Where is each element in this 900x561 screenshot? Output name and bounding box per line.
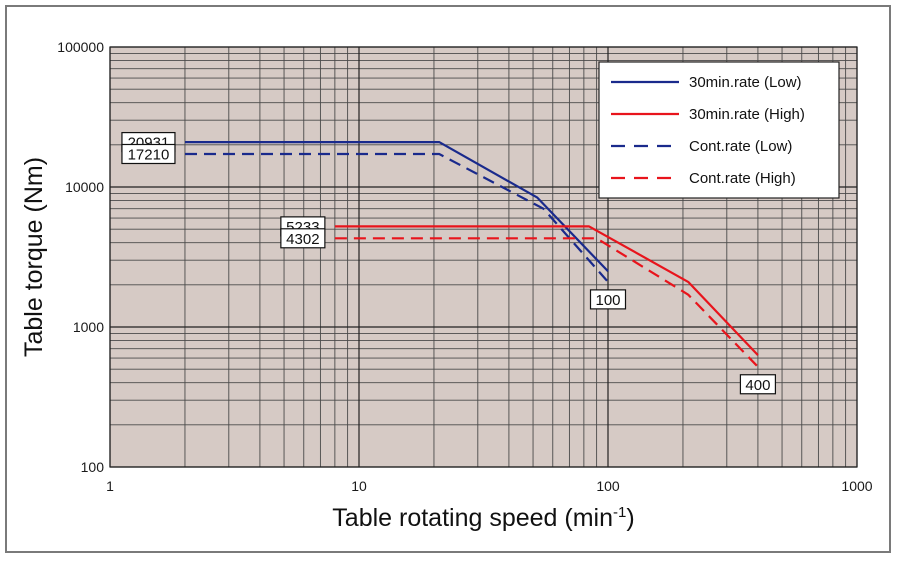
series-line-1	[185, 141, 609, 273]
legend-label: 30min.rate (High)	[689, 106, 805, 123]
series-line-4	[334, 237, 759, 368]
y-tick-labels: 100 1000 10000 100000	[57, 39, 104, 475]
x-axis-title-suffix: )	[626, 504, 634, 532]
y-tick-label: 100000	[57, 39, 104, 55]
legend-label: Cont.rate (Low)	[689, 138, 792, 155]
plot-border	[109, 46, 858, 468]
legend-item: 30min.rate (High)	[611, 106, 805, 123]
series-lines	[185, 141, 759, 368]
value-callout: 100	[589, 289, 627, 310]
value-callout: 17210	[121, 143, 176, 165]
legend-item: Cont.rate (High)	[611, 170, 796, 187]
series-line-2	[334, 225, 759, 356]
legend-label: 30min.rate (Low)	[689, 74, 802, 91]
x-tick-label: 100	[596, 478, 620, 494]
value-callout: 400	[739, 374, 777, 395]
y-tick-label: 1000	[73, 319, 104, 335]
y-axis-title: Table torque (Nm)	[20, 157, 48, 357]
value-callout-label: 4302	[286, 231, 319, 248]
x-axis-title-superscript: -1	[613, 504, 626, 521]
value-callout-box	[280, 228, 326, 249]
x-tick-labels: 1 10 100 1000	[106, 478, 873, 494]
x-tick-label: 1	[106, 478, 114, 494]
y-tick-label: 100	[81, 459, 105, 475]
minor-gridlines	[110, 47, 857, 467]
x-axis-title-main: Table rotating speed (min	[332, 504, 613, 532]
legend: 30min.rate (Low) 30min.rate (High) Cont.ra…	[598, 61, 840, 199]
x-tick-label: 1000	[841, 478, 872, 494]
y-tick-label: 10000	[65, 179, 104, 195]
legend-label: Cont.rate (High)	[689, 170, 796, 187]
series-line-3	[185, 152, 609, 283]
value-callout-box	[739, 374, 777, 395]
legend-item: Cont.rate (Low)	[611, 138, 792, 155]
legend-box	[598, 61, 840, 199]
value-callout-box	[589, 289, 627, 310]
value-callout-box	[121, 143, 176, 165]
x-tick-label: 10	[351, 478, 367, 494]
value-callout-label: 17210	[128, 146, 170, 163]
x-axis-title: Table rotating speed (min-1)	[332, 504, 634, 532]
value-callout: 4302	[280, 228, 326, 249]
value-callout-label: 100	[595, 292, 620, 309]
legend-item: 30min.rate (Low)	[611, 74, 802, 91]
value-callout-label: 400	[745, 377, 770, 394]
